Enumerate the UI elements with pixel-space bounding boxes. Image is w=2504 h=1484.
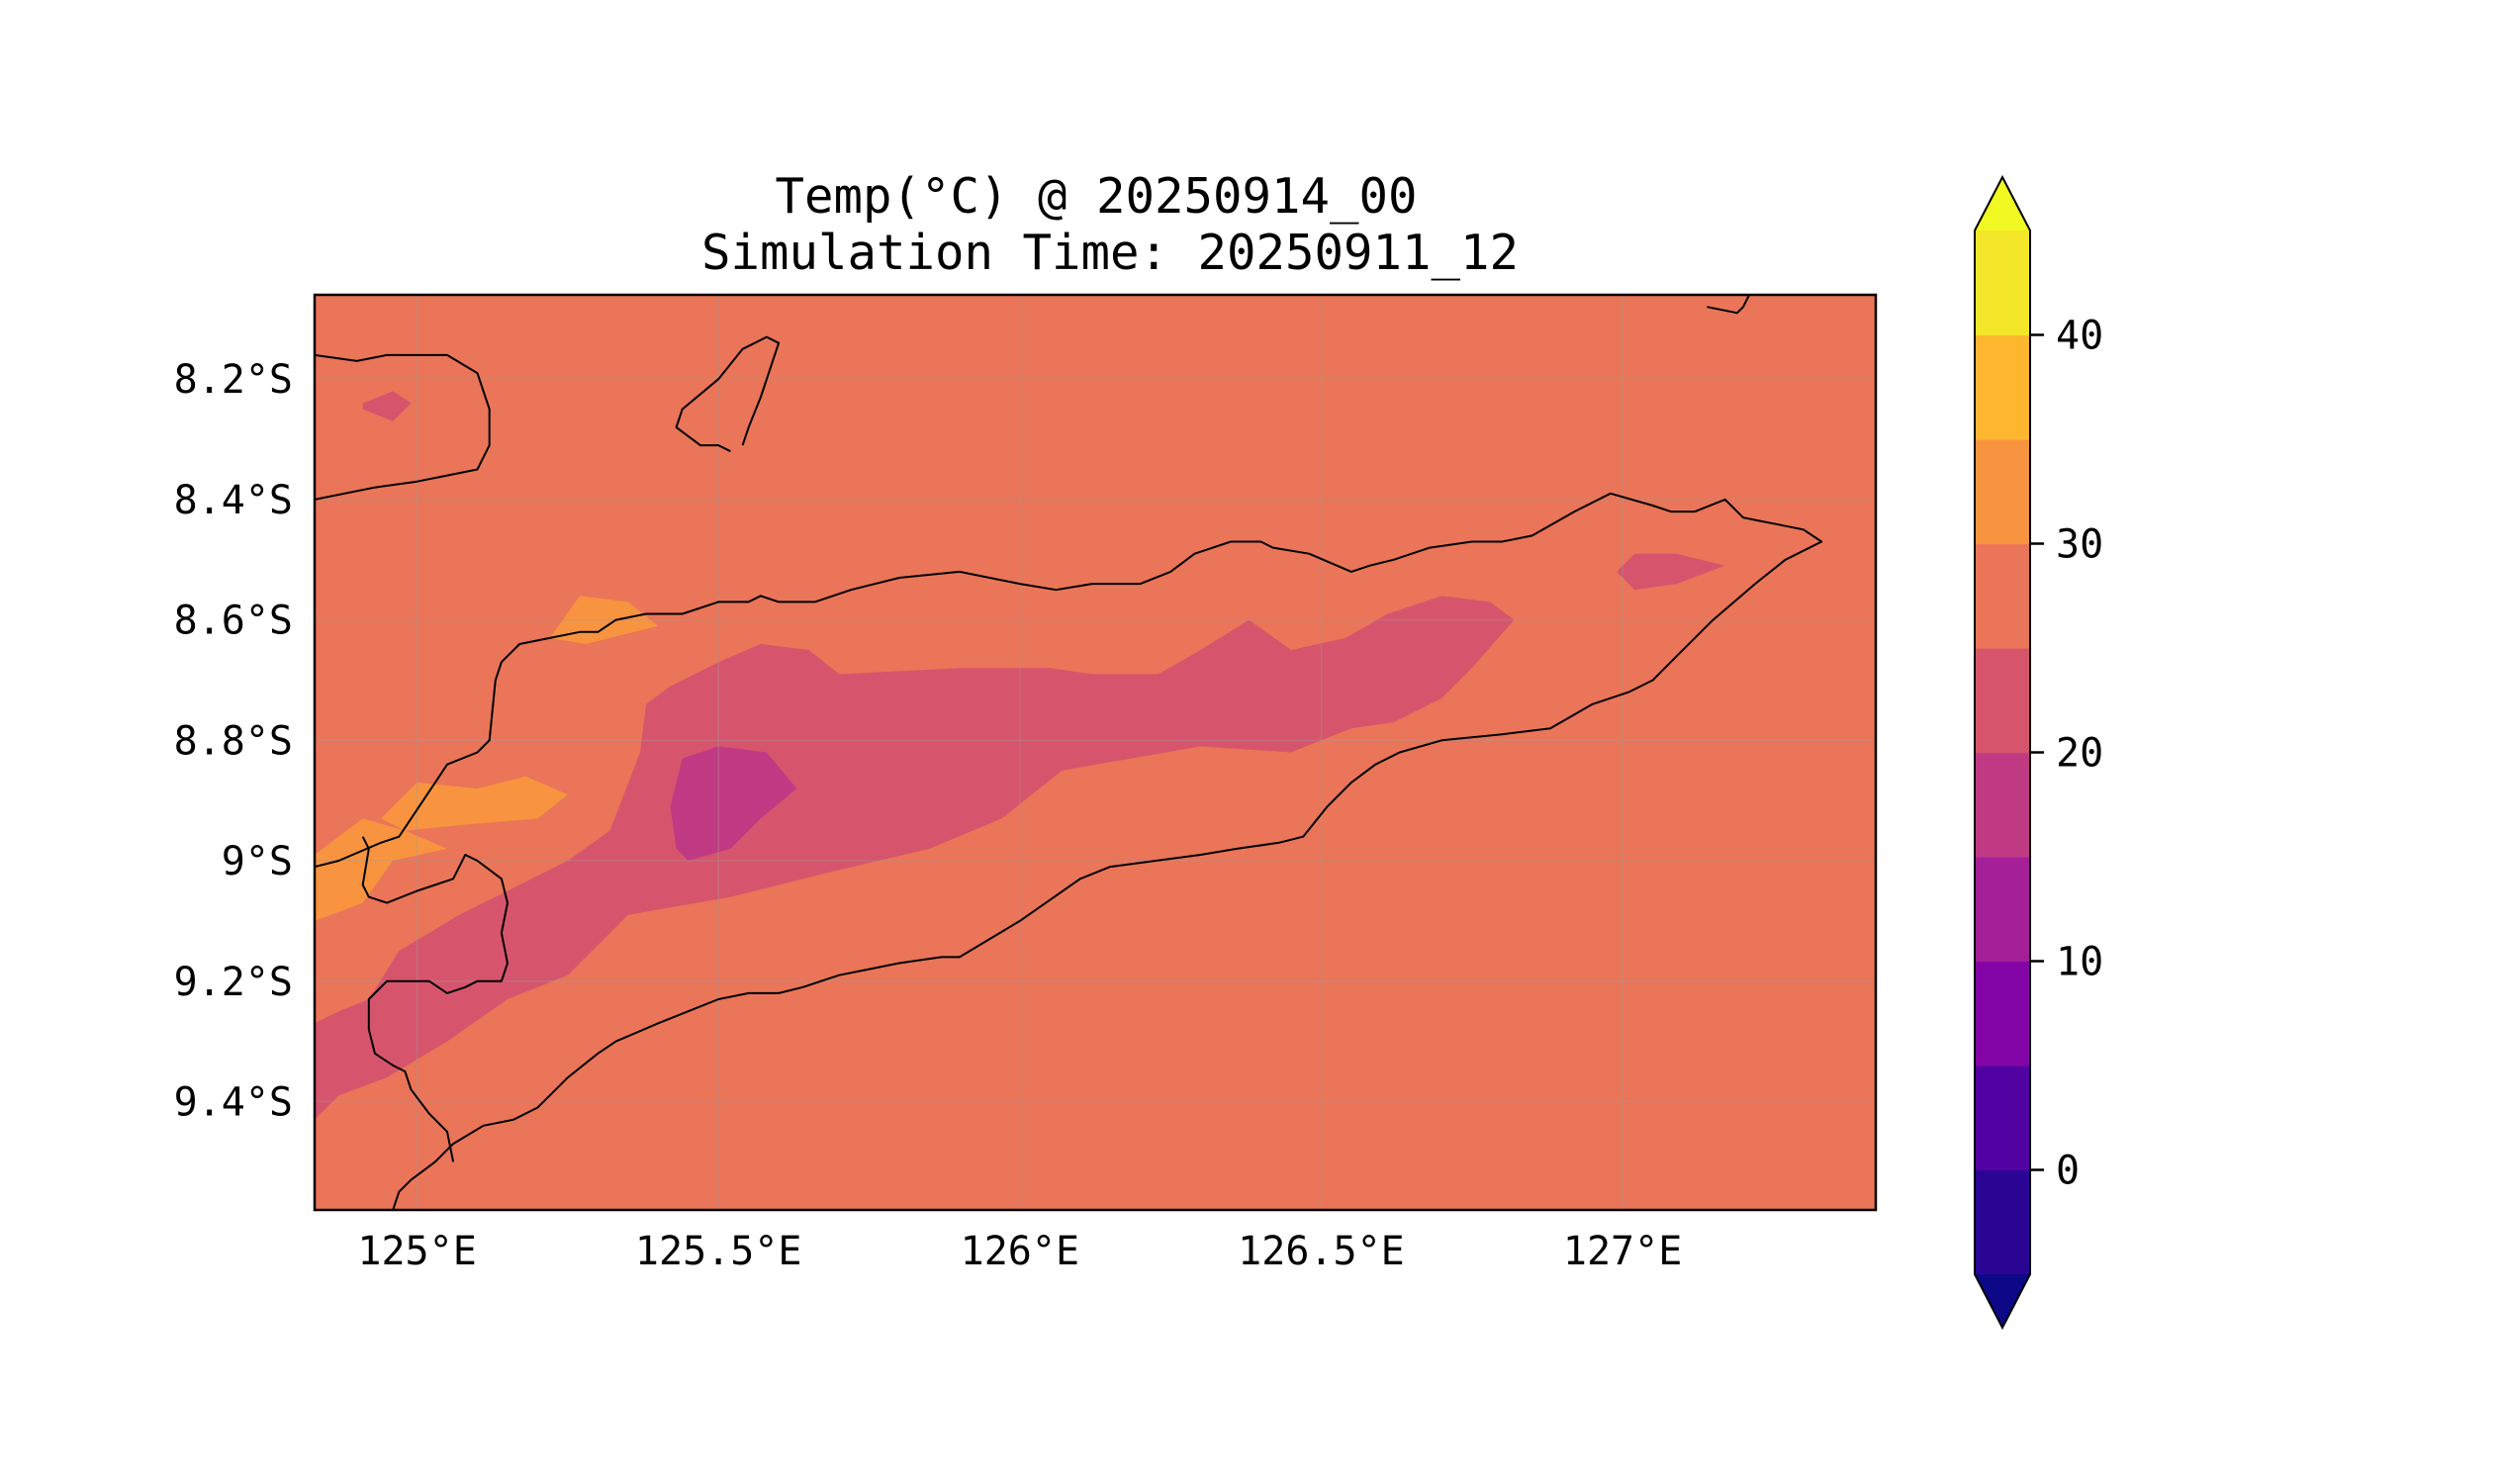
contour-region-5 bbox=[381, 776, 568, 831]
contour-region-2 bbox=[1617, 553, 1725, 591]
colorbar-segment-9 bbox=[1975, 231, 2030, 336]
map-panel: 125°E 125.5°E 126°E 126.5°E 127°E 8.2°S 8.4°S… bbox=[174, 293, 1878, 1274]
colorbar-under-triangle bbox=[1975, 1274, 2030, 1328]
colorbar-ticks: 0 10 20 30 40 bbox=[2030, 314, 2103, 1194]
coastline-4 bbox=[361, 836, 509, 1162]
colorbar-segment-2 bbox=[1975, 961, 2030, 1067]
lat-tick-label: 9.4°S bbox=[174, 1079, 293, 1125]
lat-tick-label: 9.2°S bbox=[174, 960, 293, 1005]
coastline-3 bbox=[315, 492, 1823, 1210]
colorbar-tick-label: 10 bbox=[2056, 940, 2103, 985]
colorbar-segment-3 bbox=[1975, 857, 2030, 963]
longitude-tick-labels: 125°E 125.5°E 126°E 126.5°E 127°E bbox=[357, 1229, 1682, 1274]
lon-tick-label: 125.5°E bbox=[635, 1229, 802, 1274]
contour-region-1 bbox=[362, 391, 412, 421]
lat-tick-label: 8.6°S bbox=[174, 599, 293, 644]
colorbar-segment-5 bbox=[1975, 648, 2030, 754]
lon-tick-label: 126°E bbox=[961, 1229, 1079, 1274]
colorbar-segments bbox=[1975, 231, 2030, 1275]
coastline-0 bbox=[315, 353, 491, 501]
colorbar-over-triangle bbox=[1975, 177, 2030, 231]
contour-region-3 bbox=[670, 746, 797, 861]
contour-layer bbox=[315, 391, 1725, 1120]
lon-tick-label: 125°E bbox=[357, 1229, 476, 1274]
colorbar-segment-4 bbox=[1975, 752, 2030, 858]
colorbar-tick-label: 0 bbox=[2056, 1149, 2080, 1194]
lon-tick-label: 126.5°E bbox=[1238, 1229, 1405, 1274]
gridlines bbox=[315, 295, 1876, 1210]
colorbar-segment-0 bbox=[1975, 1169, 2030, 1275]
coastline-2 bbox=[1707, 295, 1751, 315]
lon-tick-label: 127°E bbox=[1563, 1229, 1682, 1274]
contour-region-6 bbox=[315, 818, 447, 921]
colorbar-segment-1 bbox=[1975, 1066, 2030, 1171]
colorbar-tick-label: 30 bbox=[2056, 522, 2103, 568]
contour-region-0 bbox=[315, 596, 1515, 1120]
colorbar-segment-6 bbox=[1975, 543, 2030, 649]
map-frame bbox=[313, 293, 1878, 1212]
map-title: Temp(°C) @ 20250914_00 bbox=[775, 168, 1417, 225]
coastline-1 bbox=[675, 335, 781, 453]
coastline-layer bbox=[315, 295, 1823, 1210]
colorbar-outline bbox=[1974, 174, 2031, 1331]
colorbar: 0 10 20 30 40 bbox=[1974, 174, 2103, 1331]
map-subtitle: Simulation Time: 20250911_12 bbox=[701, 225, 1519, 281]
colorbar-tick-label: 40 bbox=[2056, 314, 2103, 359]
lat-tick-label: 8.8°S bbox=[174, 718, 293, 764]
colorbar-segment-7 bbox=[1975, 439, 2030, 545]
lat-tick-label: 9°S bbox=[222, 839, 293, 884]
latitude-tick-labels: 8.2°S 8.4°S 8.6°S 8.8°S 9°S 9.2°S 9.4°S bbox=[174, 357, 293, 1125]
colorbar-segment-8 bbox=[1975, 334, 2030, 440]
colorbar-tick-label: 20 bbox=[2056, 731, 2103, 777]
lat-tick-label: 8.4°S bbox=[174, 478, 293, 523]
lat-tick-label: 8.2°S bbox=[174, 357, 293, 403]
